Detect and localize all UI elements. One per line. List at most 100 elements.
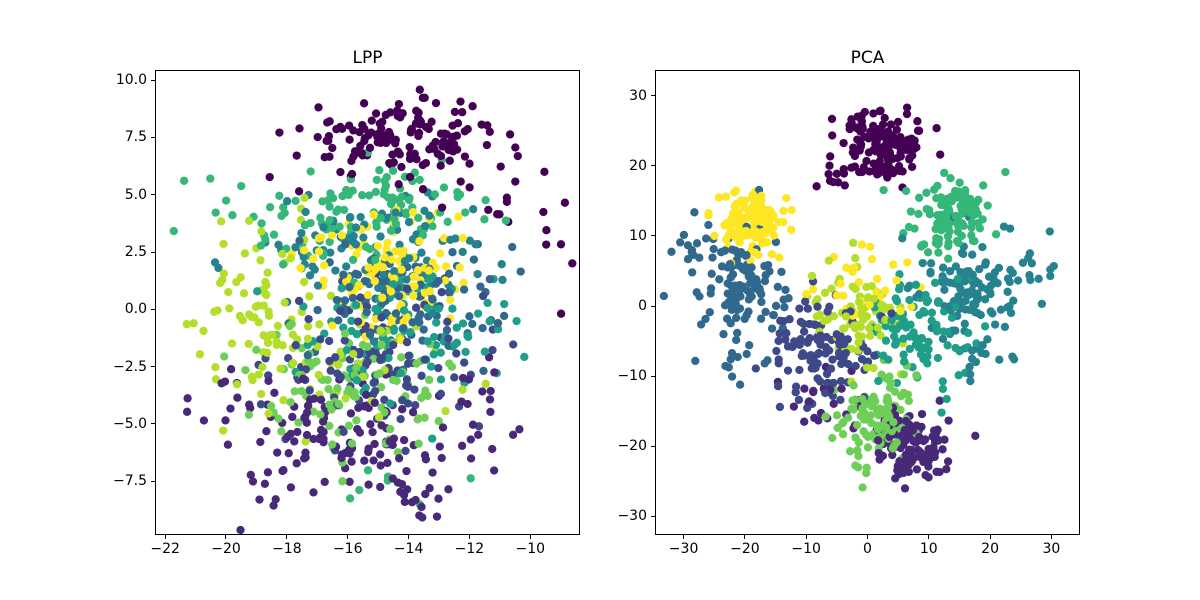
scatter-point	[340, 336, 349, 345]
scatter-point	[456, 97, 465, 106]
scatter-point	[486, 386, 495, 396]
scatter-point	[326, 189, 335, 198]
scatter-point	[951, 343, 960, 353]
scatter-point	[408, 318, 417, 327]
x-tick-label: −20	[730, 541, 760, 557]
scatter-point	[754, 250, 763, 260]
scatter-point	[348, 293, 358, 303]
scatter-point	[295, 236, 304, 245]
scatter-point	[369, 378, 378, 388]
scatter-point	[420, 355, 429, 364]
scatter-point	[845, 447, 855, 456]
scatter-point	[757, 236, 767, 245]
scatter-point	[858, 167, 867, 177]
scatter-point	[301, 453, 310, 462]
scatter-point	[404, 195, 414, 205]
scatter-point	[879, 185, 888, 195]
scatter-point	[379, 277, 388, 287]
scatter-point	[857, 115, 866, 124]
scatter-point	[291, 196, 300, 206]
scatter-point	[829, 312, 838, 321]
scatter-point	[358, 366, 367, 375]
scatter-point	[244, 339, 253, 349]
scatter-point	[862, 463, 871, 472]
scatter-point	[745, 341, 754, 350]
scatter-point	[397, 353, 406, 362]
scatter-point	[892, 378, 902, 388]
scatter-point	[769, 310, 778, 320]
scatter-point	[358, 372, 368, 381]
scatter-point	[1013, 276, 1023, 285]
scatter-point	[735, 380, 745, 389]
scatter-point	[887, 316, 896, 325]
scatter-point	[1005, 277, 1014, 287]
scatter-point	[990, 320, 1000, 329]
scatter-point	[465, 312, 474, 321]
scatter-point	[800, 384, 809, 393]
scatter-point	[873, 323, 883, 332]
scatter-point	[431, 279, 441, 288]
scatter-point	[893, 139, 902, 148]
scatter-point	[903, 258, 912, 267]
scatter-point	[865, 242, 875, 251]
scatter-point	[257, 389, 266, 399]
scatter-point	[344, 421, 354, 430]
scatter-point	[302, 430, 312, 440]
scatter-point	[679, 230, 689, 240]
scatter-point	[397, 162, 406, 172]
scatter-point	[415, 85, 424, 94]
scatter-point	[704, 211, 713, 220]
scatter-point	[508, 242, 517, 252]
scatter-point	[881, 374, 890, 383]
scatter-point	[886, 120, 896, 129]
scatter-point	[936, 150, 945, 159]
scatter-point	[968, 250, 977, 259]
scatter-point	[797, 351, 806, 361]
scatter-point	[829, 177, 838, 187]
scatter-point	[450, 340, 459, 350]
scatter-point	[442, 325, 452, 335]
scatter-point	[407, 124, 416, 134]
scatter-point	[294, 187, 304, 196]
scatter-point	[358, 120, 367, 130]
scatter-point	[468, 319, 477, 329]
scatter-point	[274, 240, 283, 249]
scatter-point	[322, 136, 331, 145]
scatter-point	[727, 372, 737, 381]
scatter-point	[493, 319, 503, 328]
scatter-point	[364, 480, 373, 489]
scatter-point	[720, 221, 729, 230]
scatter-point	[337, 231, 347, 240]
x-tick-label: 10	[919, 541, 938, 557]
scatter-point	[848, 238, 858, 248]
scatter-point	[837, 384, 846, 393]
scatter-point	[859, 427, 868, 436]
scatter-point	[714, 193, 724, 202]
scatter-point	[499, 311, 509, 321]
scatter-point	[821, 388, 830, 398]
scatter-point	[386, 287, 396, 296]
scatter-point	[313, 132, 322, 142]
scatter-point	[340, 296, 350, 305]
scatter-point	[821, 349, 830, 358]
scatter-point	[747, 193, 756, 202]
scatter-point	[967, 231, 976, 240]
scatter-point	[244, 216, 254, 225]
scatter-point	[767, 324, 777, 333]
scatter-point	[278, 341, 287, 350]
scatter-point	[389, 194, 398, 204]
scatter-point	[742, 251, 751, 260]
scatter-point	[254, 318, 263, 327]
scatter-point	[214, 263, 223, 273]
scatter-point	[844, 413, 853, 422]
scatter-point	[349, 349, 358, 359]
scatter-point	[874, 125, 883, 134]
scatter-point	[364, 444, 373, 453]
scatter-point	[339, 270, 348, 279]
scatter-point	[715, 275, 724, 284]
scatter-point	[441, 262, 450, 271]
scatter-point	[488, 444, 497, 454]
scatter-point	[971, 431, 980, 440]
scatter-point	[486, 407, 495, 417]
scatter-point	[351, 392, 360, 402]
